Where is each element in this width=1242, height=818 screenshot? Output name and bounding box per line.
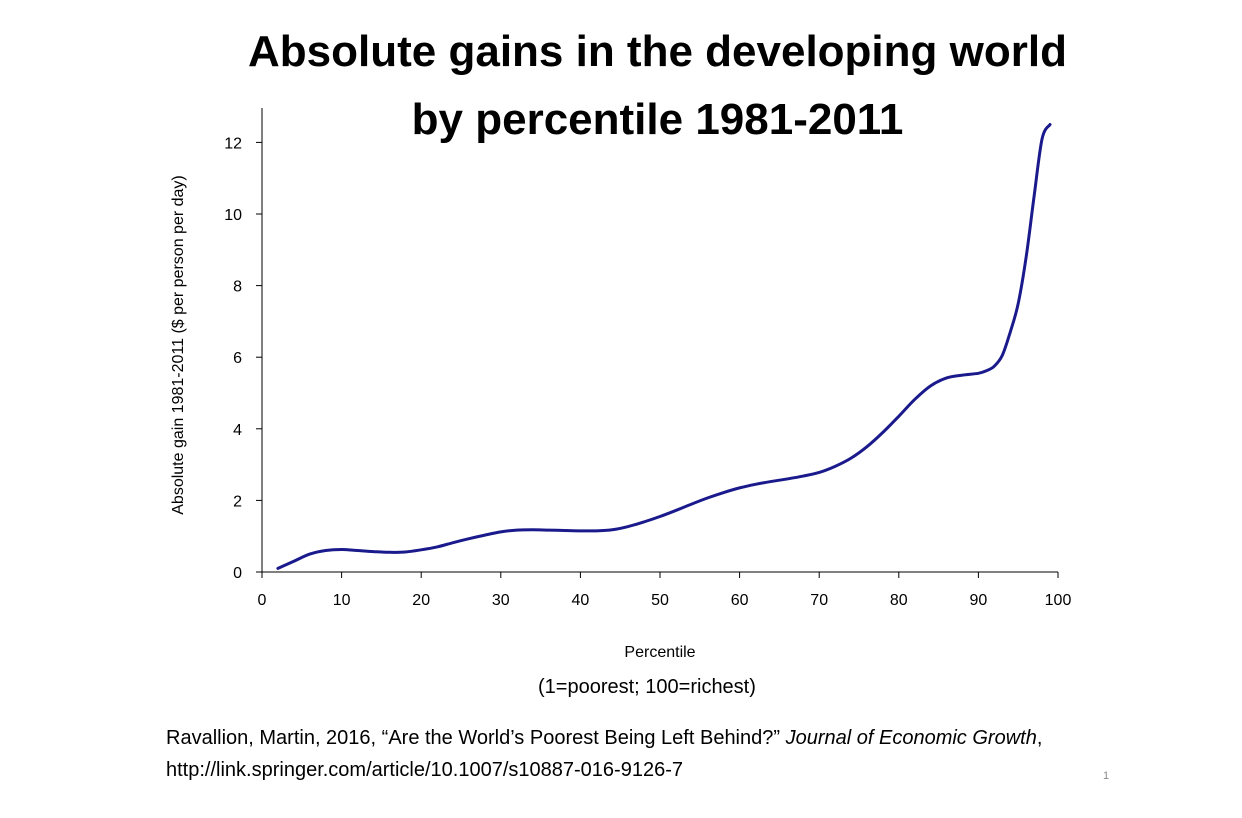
y-tick-label: 4 [233, 422, 242, 439]
y-tick-label: 2 [233, 493, 242, 510]
x-tick-label: 40 [572, 592, 590, 609]
x-tick-label: 60 [731, 592, 749, 609]
slide-title-line1: Absolute gains in the developing world [248, 27, 1067, 76]
x-tick-label: 100 [1045, 592, 1072, 609]
percentile-note: (1=poorest; 100=richest) [538, 676, 756, 698]
page-number: 1 [1103, 770, 1110, 782]
x-tick-label: 80 [890, 592, 908, 609]
x-axis-label: Percentile [624, 644, 695, 661]
x-tick-label: 0 [258, 592, 267, 609]
x-tick-label: 70 [810, 592, 828, 609]
x-tick-label: 30 [492, 592, 510, 609]
citation-journal: Journal of Economic Growth [785, 727, 1037, 749]
y-tick-label: 0 [233, 565, 242, 582]
citation-link[interactable]: , http://link.springer.com/article/10.10… [166, 727, 1043, 781]
series-line-0 [276, 123, 1052, 570]
y-tick-label: 6 [233, 350, 242, 367]
y-tick-label: 10 [224, 207, 242, 224]
citation-authors-title: Ravallion, Martin, 2016, “Are the World’… [166, 727, 781, 749]
x-tick-label: 20 [412, 592, 430, 609]
citation: Ravallion, Martin, 2016, “Are the World’… [166, 722, 1106, 786]
y-tick-label: 12 [224, 135, 242, 152]
x-tick-label: 90 [970, 592, 988, 609]
x-tick-label: 10 [333, 592, 351, 609]
y-tick-label: 8 [233, 279, 242, 296]
chart-axes: 0 10 20 30 40 50 60 70 80 90 100 0 2 4 6 8 10 12 [224, 108, 1071, 609]
chart-plot-area [276, 123, 1052, 570]
x-tick-label: 50 [651, 592, 669, 609]
slide-title-line2: by percentile 1981-2011 [411, 95, 904, 144]
y-axis-label: Absolute gain 1981-2011 ($ per person pe… [170, 175, 187, 514]
